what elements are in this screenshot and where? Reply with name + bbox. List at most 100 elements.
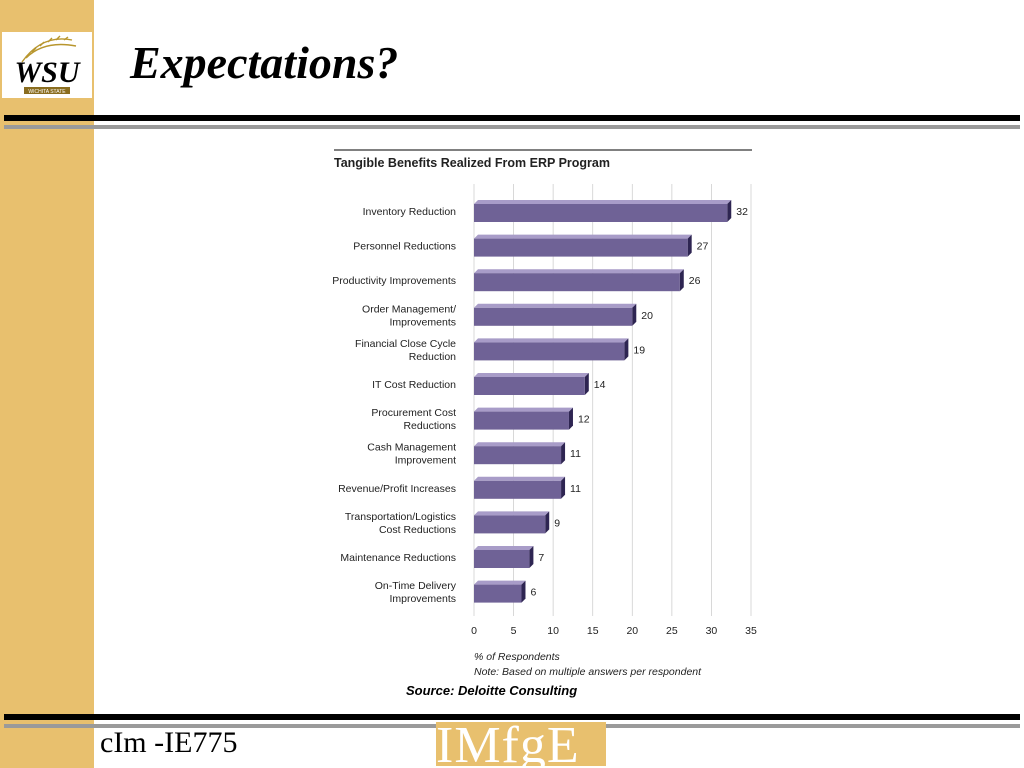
header-rule-thick (4, 115, 1020, 121)
x-tick-label: 30 (706, 625, 718, 637)
bar-group: 20 Order Management/Improvements (362, 303, 653, 328)
erp-benefits-chart: Tangible Benefits Realized From ERP Prog… (332, 149, 757, 698)
bar-side (568, 407, 573, 430)
header-rule-thin (4, 125, 1020, 129)
category-label: On-Time Delivery (375, 580, 457, 592)
bar-value-label: 11 (570, 448, 581, 460)
bar-value-label: 32 (736, 206, 748, 218)
bar-value-label: 9 (554, 517, 560, 529)
bar (474, 584, 522, 603)
bar-group: 32 Inventory Reduction (363, 200, 748, 222)
bar (474, 204, 728, 222)
bar-group: 14 IT Cost Reduction (372, 373, 606, 395)
bar-group: 26 Productivity Improvements (332, 269, 701, 292)
category-label: IT Cost Reduction (372, 379, 456, 391)
bar-value-label: 11 (570, 483, 581, 495)
category-label: Cash Management (367, 442, 456, 454)
category-label: Revenue/Profit Increases (338, 483, 456, 495)
bar-side (561, 476, 566, 499)
bar-side (727, 200, 732, 222)
bar (474, 273, 680, 292)
category-label: Reductions (403, 420, 456, 432)
bar-top (474, 407, 573, 412)
bar-value-label: 12 (578, 414, 590, 426)
chart-source: Source: Deloitte Consulting (406, 683, 577, 698)
slide-title: Expectations? (130, 37, 399, 88)
bar-top (474, 200, 732, 204)
category-label: Order Management/ (362, 303, 456, 315)
bar-top (474, 269, 684, 274)
bar-value-label: 20 (641, 310, 653, 322)
bar-top (474, 546, 534, 550)
bar-side (561, 442, 566, 465)
category-label: Procurement Cost (371, 407, 456, 419)
bar-group: 27 Personnel Reductions (353, 234, 709, 257)
chart-title: Tangible Benefits Realized From ERP Prog… (334, 156, 610, 170)
bar-top (474, 511, 550, 516)
bar (474, 550, 530, 568)
bar-value-label: 19 (633, 344, 645, 356)
category-label: Maintenance Reductions (340, 552, 456, 564)
bar-top (474, 476, 566, 481)
bar-top (474, 373, 589, 377)
bar-top (474, 442, 566, 447)
bar-side (584, 373, 589, 395)
bar-side (624, 338, 629, 361)
bar (474, 377, 585, 395)
bar-top (474, 303, 637, 308)
imfge-logo-text: IMfgE (436, 722, 580, 766)
bar-value-label: 14 (594, 379, 606, 391)
bar-side (687, 234, 692, 257)
bar (474, 411, 569, 430)
category-label: Improvement (395, 455, 456, 467)
category-label: Improvements (389, 593, 456, 605)
bar-group: 11 Revenue/Profit Increases (338, 476, 581, 499)
bar (474, 238, 688, 257)
bar (474, 307, 633, 326)
logo-ribbon-text: WICHITA STATE (28, 89, 66, 95)
x-tick-label: 10 (547, 625, 559, 637)
x-axis-label: % of Respondents (474, 651, 561, 663)
bar (474, 446, 562, 465)
bar (474, 342, 625, 361)
footer-rule-thick (4, 714, 1020, 720)
category-label: Reduction (409, 351, 456, 363)
bar-side (521, 580, 526, 603)
bar-side (679, 269, 684, 292)
x-tick-label: 0 (471, 625, 477, 637)
logo-text: WSU (14, 56, 80, 89)
wsu-logo-graphic: WSU WICHITA STATE (14, 35, 81, 95)
bar-top (474, 338, 629, 343)
category-label: Transportation/Logistics (345, 511, 456, 523)
category-label: Personnel Reductions (353, 241, 456, 253)
bar-value-label: 27 (697, 241, 709, 253)
bar-value-label: 26 (689, 275, 701, 287)
imfge-logo: IMfgE (436, 722, 606, 766)
footer-course-label: cIm -IE775 (100, 726, 238, 759)
bar-side (632, 303, 637, 326)
bar-top (474, 234, 692, 239)
category-label: Cost Reductions (379, 524, 456, 536)
chart-note: Note: Based on multiple answers per resp… (474, 666, 702, 678)
bar-value-label: 7 (538, 552, 544, 564)
bar-side (529, 546, 534, 568)
x-tick-label: 35 (745, 625, 757, 637)
wsu-logo: WSU WICHITA STATE (2, 32, 92, 98)
bar-side (545, 511, 550, 534)
bar-value-label: 6 (530, 587, 536, 599)
bar (474, 480, 562, 499)
bar (474, 515, 546, 534)
category-label: Financial Close Cycle (355, 338, 456, 350)
x-tick-label: 20 (626, 625, 638, 637)
x-tick-label: 15 (587, 625, 599, 637)
category-label: Improvements (389, 316, 456, 328)
category-label: Productivity Improvements (332, 275, 456, 287)
chart-x-ticks: 0 5 10 15 20 25 30 35 (471, 625, 757, 637)
chart-bars: 32 Inventory Reduction 27 Personnel Reducti… (332, 200, 748, 605)
x-tick-label: 5 (511, 625, 517, 637)
bar-top (474, 580, 526, 585)
